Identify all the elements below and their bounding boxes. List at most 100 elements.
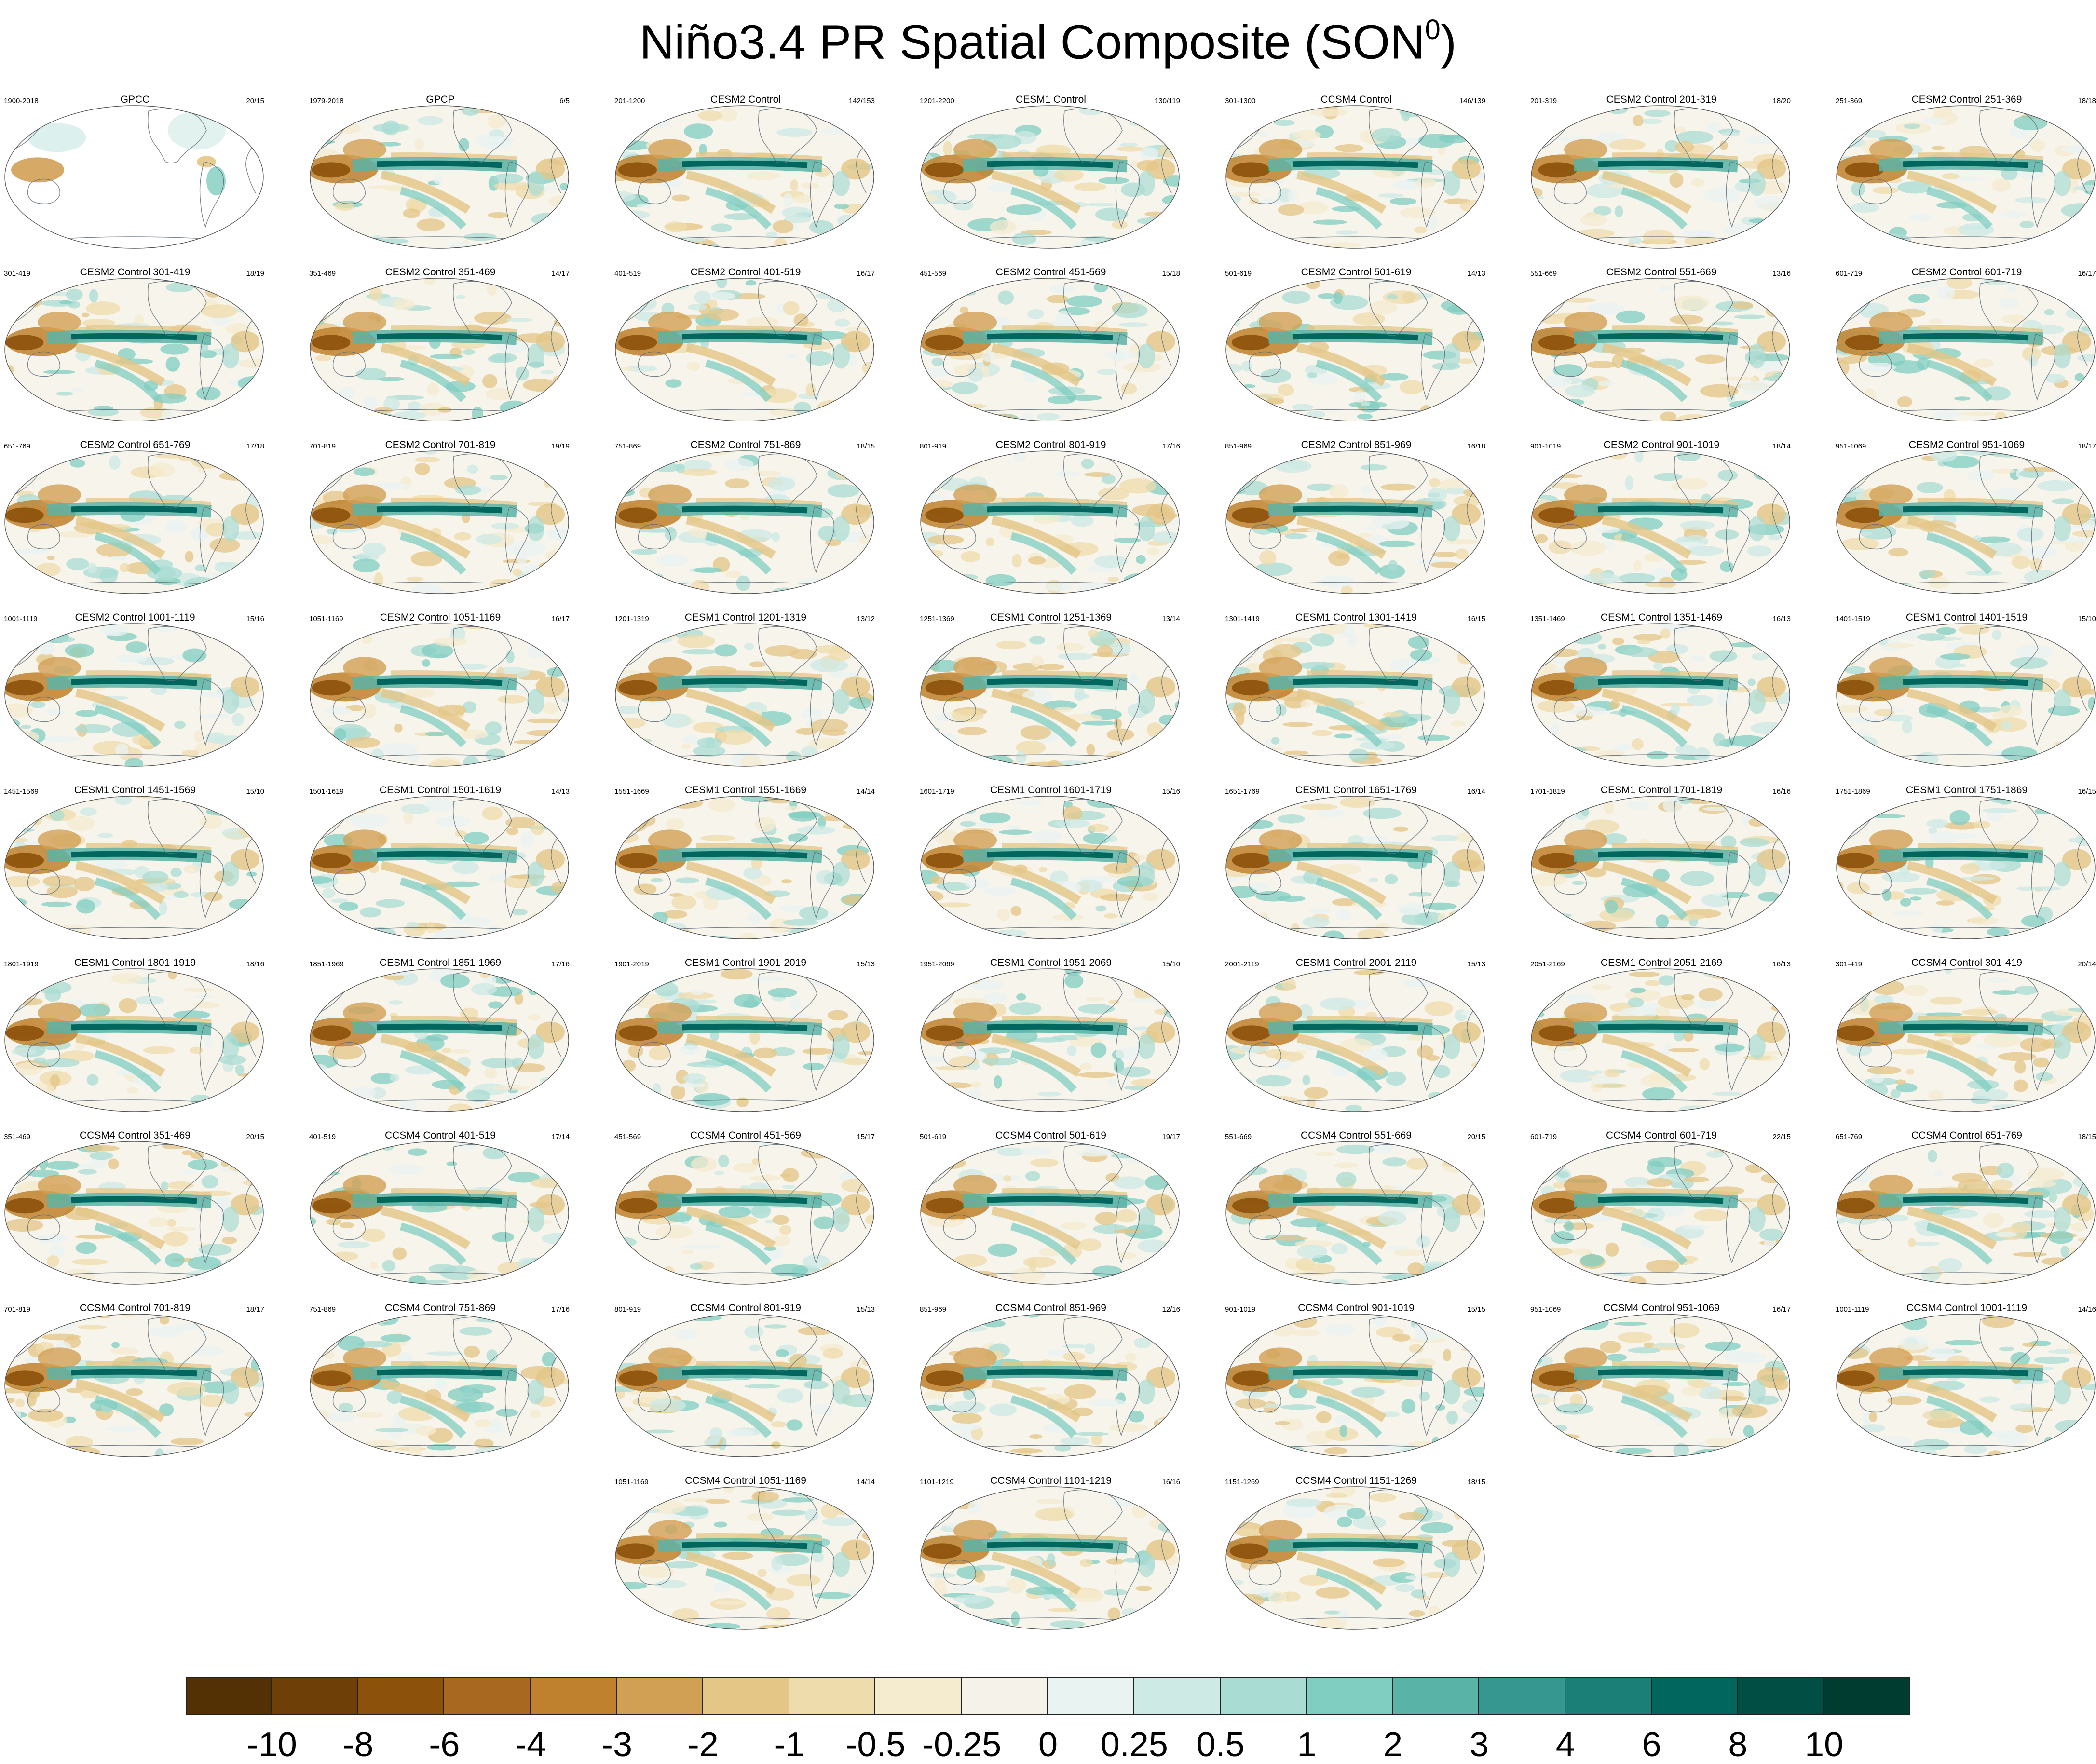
map-panel: CCSM4 Control 501-619 501-619 19/17 [916,1130,1186,1293]
panel-event-count: 16/14 [1467,787,1485,796]
map-panel: CCSM4 Control 1101-1219 1101-1219 16/16 [916,1475,1186,1638]
panel-period: 801-919 [920,442,947,450]
map-panel: CCSM4 Control 801-919 801-919 15/13 [611,1303,881,1465]
composite-map [4,623,264,767]
composite-map [1531,450,1790,594]
panel-title: CESM1 Control 1451-1569 [74,785,196,796]
panel-period: 951-1069 [1836,442,1866,450]
panel-title: CESM1 Control 1701-1819 [1600,785,1723,796]
colorbar-swatch [617,1677,703,1715]
composite-map [920,1314,1180,1457]
panel-title: CCSM4 Control 1001-1119 [1906,1303,2028,1314]
panel-event-count: 15/15 [1467,1305,1485,1314]
colorbar-swatch [1393,1677,1479,1715]
map-panel: CCSM4 Control 851-969 851-969 12/16 [916,1303,1186,1465]
panel-period: 1101-1219 [920,1478,954,1486]
panel-period: 301-1300 [1225,97,1256,105]
composite-map [1531,623,1790,767]
page-title: Niño3.4 PR Spatial Composite (SON0) [0,4,2096,71]
map-panel: CCSM4 Control 1151-1269 1151-1269 18/15 [1221,1475,1491,1638]
composite-map [1531,796,1790,939]
panel-event-count: 18/17 [246,1305,264,1314]
panel-title: CESM2 Control 801-919 [995,439,1106,450]
panel-event-count: 20/14 [2078,960,2096,968]
panel-event-count: 15/10 [246,787,264,796]
colorbar-tick-label: 0.5 [1196,1725,1245,1764]
map-panel: CESM2 Control 1051-1169 1051-1169 16/17 [305,612,575,775]
map-panel: CCSM4 Control 1001-1119 1001-1119 14/16 [1832,1303,2096,1465]
panel-event-count: 18/16 [246,960,264,968]
composite-map [920,623,1180,767]
map-panel: CESM1 Control 1901-2019 1901-2019 15/13 [611,957,881,1120]
panel-title: CESM2 Control 1051-1169 [380,612,501,623]
panel-event-count: 18/20 [1772,97,1791,105]
panel-title: CESM2 Control 751-869 [690,439,801,450]
composite-map [1531,1314,1790,1457]
composite-map [310,796,569,939]
panel-event-count: 14/16 [2078,1305,2096,1314]
panel-event-count: 20/15 [1467,1133,1485,1141]
panel-period: 401-519 [309,1133,336,1141]
panel-event-count: 19/17 [1162,1133,1180,1141]
colorbar-tick-label: -0.5 [845,1725,906,1764]
panel-event-count: 14/13 [551,787,570,796]
panel-period: 2001-2119 [1225,960,1259,968]
panel-period: 551-669 [1225,1133,1252,1141]
colorbar-swatch [875,1677,962,1715]
composite-map [615,1141,874,1285]
map-panel: CESM1 Control 1501-1619 1501-1619 14/13 [305,785,575,948]
colorbar-tick-label: 3 [1469,1725,1489,1764]
panel-title: CESM2 Control 901-1019 [1603,439,1720,450]
panel-period: 451-569 [614,1133,641,1141]
panel-title: CESM2 Control 651-769 [80,439,191,450]
composite-map [1225,796,1485,939]
panel-title: CCSM4 Control 501-619 [995,1130,1106,1141]
panel-period: 1900-2018 [4,97,39,105]
colorbar-swatch [1651,1677,1738,1715]
colorbar-tick-label: 6 [1642,1725,1661,1764]
colorbar-swatch [1220,1677,1307,1715]
composite-map [1836,796,2096,939]
colorbar-tick-label: -10 [246,1725,297,1764]
panel-event-count: 17/16 [551,1305,570,1314]
map-panel: CCSM4 Control 301-1300 146/139 [1221,94,1491,257]
panel-title: CESM1 Control 1901-2019 [684,957,807,968]
colorbar-frame [186,1677,1910,1715]
panel-period: 1979-2018 [309,97,344,105]
panel-period: 501-619 [1225,270,1252,278]
panel-event-count: 16/13 [1772,615,1791,623]
panel-event-count: 18/15 [2078,1133,2096,1141]
panel-title: CESM1 Control 1851-1969 [379,957,502,968]
colorbar-tick-label: 4 [1555,1725,1575,1764]
panel-period: 601-719 [1836,270,1863,278]
panel-title: CESM1 Control 1351-1469 [1600,612,1723,623]
composite-map [310,1141,569,1285]
panel-period: 551-669 [1530,270,1557,278]
panel-event-count: 16/17 [2078,270,2096,278]
panel-event-count: 13/12 [857,615,875,623]
colorbar-swatch [531,1677,617,1715]
panel-title: CCSM4 Control 1051-1169 [685,1475,806,1486]
panel-event-count: 12/16 [1162,1305,1180,1314]
panel-event-count: 15/17 [857,1133,875,1141]
panel-title: GPCC [120,94,150,105]
colorbar-tick-label: 0 [1038,1725,1058,1764]
map-panel: CESM1 Control 1251-1369 1251-1369 13/14 [916,612,1186,775]
colorbar-swatch [1738,1677,1824,1715]
map-panel: CESM1 Control 1651-1769 1651-1769 16/14 [1221,785,1491,948]
map-panel: CESM2 Control 301-419 301-419 18/19 [0,267,270,430]
panel-event-count: 17/16 [1162,442,1180,450]
map-panel: CCSM4 Control 551-669 551-669 20/15 [1221,1130,1491,1293]
panel-period: 1001-1119 [1836,1305,1869,1314]
composite-map [1225,968,1485,1112]
panel-title: CESM1 Control 1601-1719 [990,785,1112,796]
panel-event-count: 19/19 [551,442,570,450]
composite-map [310,968,569,1112]
composite-map [1225,1486,1485,1630]
panel-period: 1451-1569 [4,787,39,796]
colorbar-swatch [962,1677,1048,1715]
colorbar-swatch [703,1677,789,1715]
panel-period: 601-719 [1530,1133,1557,1141]
panel-period: 301-419 [1836,960,1863,968]
panel-title: CCSM4 Control [1320,94,1392,105]
